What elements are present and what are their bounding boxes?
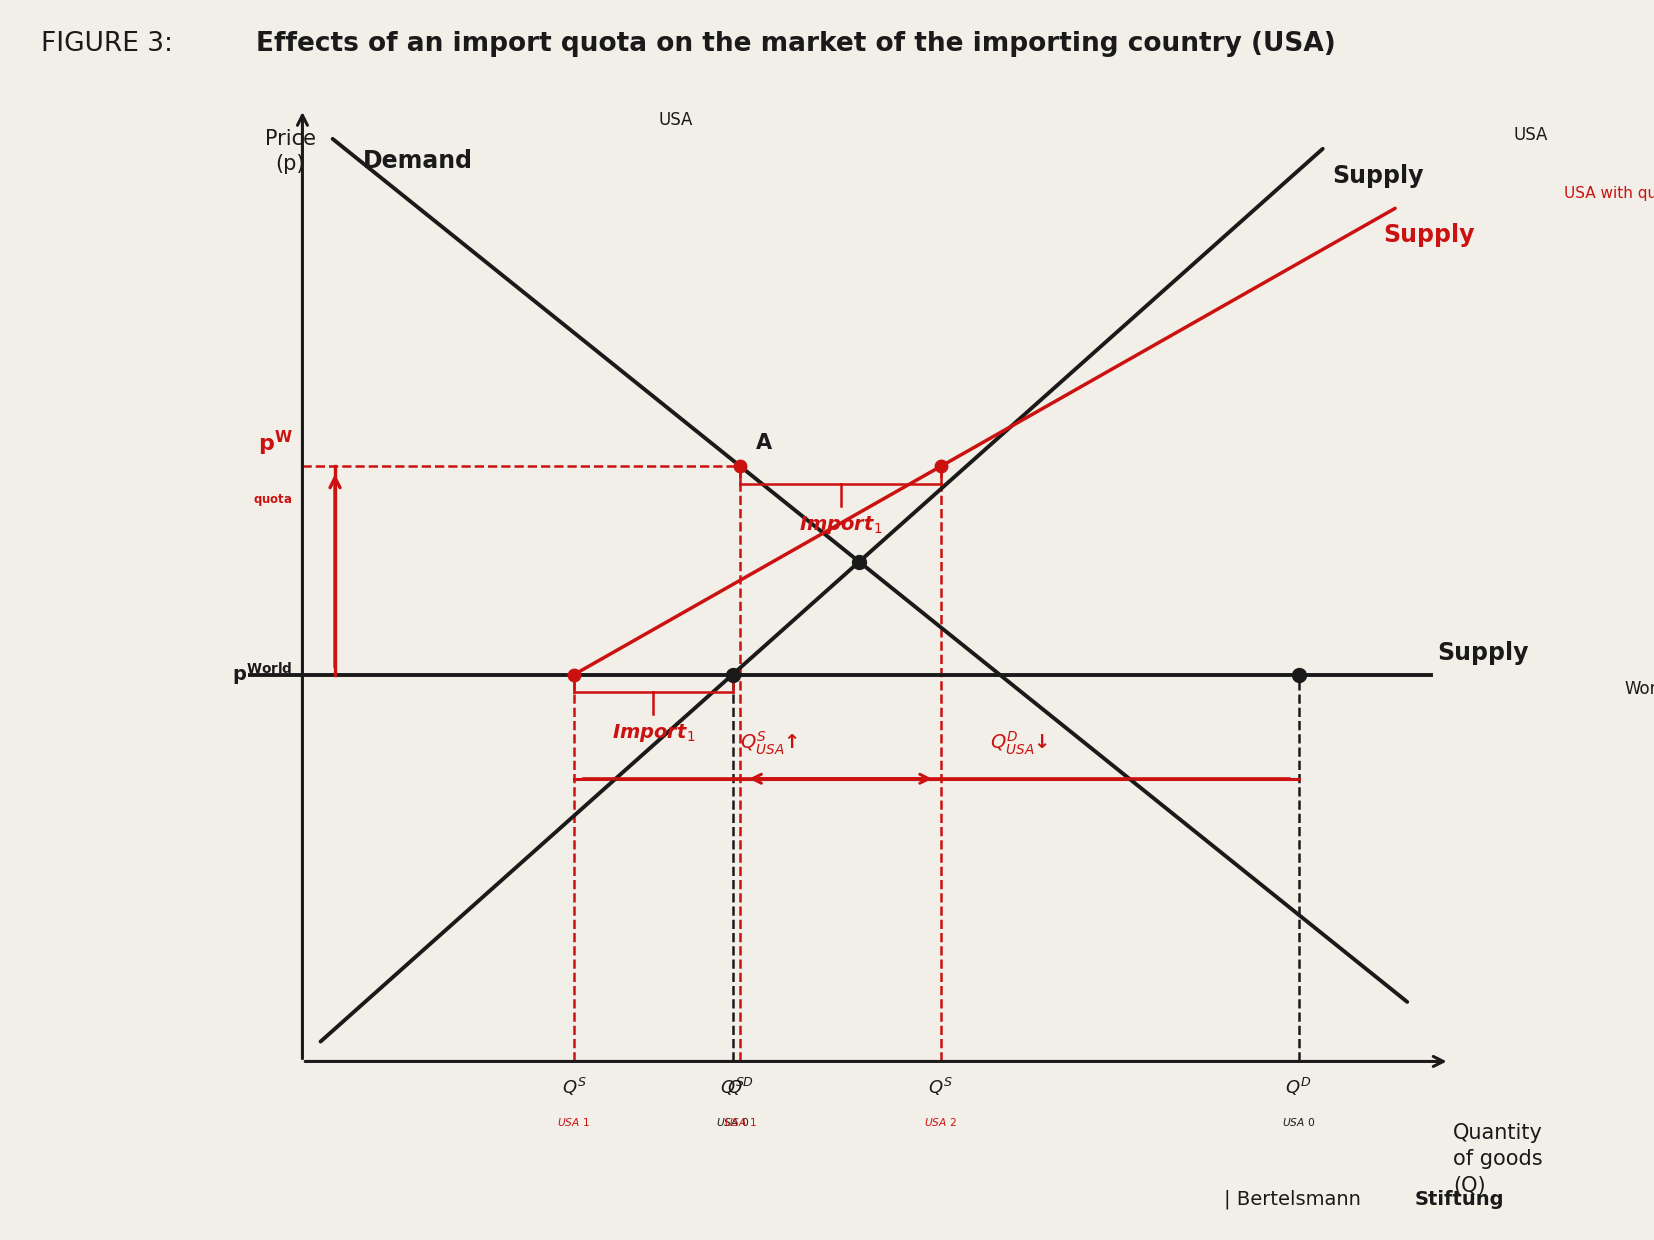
Text: $\mathbf{p^{World}}$: $\mathbf{p^{World}}$ <box>232 661 293 688</box>
Text: $Q^S_{USA}$↑: $Q^S_{USA}$↑ <box>741 729 799 756</box>
Text: Stiftung: Stiftung <box>1414 1190 1503 1209</box>
Text: $_{USA\ 0}$: $_{USA\ 0}$ <box>716 1114 749 1128</box>
Text: $\mathbf{p^W}$: $\mathbf{p^W}$ <box>258 429 293 459</box>
Text: A: A <box>756 433 772 454</box>
Text: $_{USA\ 1}$: $_{USA\ 1}$ <box>723 1114 758 1128</box>
Text: Supply: Supply <box>1333 164 1424 187</box>
Text: $Q^{D}$: $Q^{D}$ <box>728 1076 754 1099</box>
Text: Supply: Supply <box>1437 641 1528 665</box>
Text: $\mathbf{_{quota}}$: $\mathbf{_{quota}}$ <box>253 491 293 510</box>
Text: Supply: Supply <box>1383 223 1475 247</box>
Text: $_{USA\ 2}$: $_{USA\ 2}$ <box>925 1114 958 1128</box>
Text: Import$_1$: Import$_1$ <box>612 722 695 744</box>
Text: Effects of an import quota on the market of the importing country (USA): Effects of an import quota on the market… <box>256 31 1336 57</box>
Text: Demand: Demand <box>362 149 473 172</box>
Text: World: World <box>1624 681 1654 698</box>
Text: Import$_1$: Import$_1$ <box>799 513 882 536</box>
Text: Price
(p): Price (p) <box>265 129 316 174</box>
Text: FIGURE 3:: FIGURE 3: <box>41 31 182 57</box>
Text: | Bertelsmann: | Bertelsmann <box>1224 1189 1361 1209</box>
Text: $Q^{S}$: $Q^{S}$ <box>719 1076 744 1099</box>
Text: $Q^{S}$: $Q^{S}$ <box>928 1076 953 1099</box>
Text: USA: USA <box>1513 126 1548 144</box>
Text: $Q^D_{USA}$↓: $Q^D_{USA}$↓ <box>991 729 1049 756</box>
Text: $Q^{D}$: $Q^{D}$ <box>1285 1076 1312 1099</box>
Text: USA: USA <box>658 112 693 129</box>
Text: USA with quota: USA with quota <box>1565 186 1654 201</box>
Text: $_{USA\ 0}$: $_{USA\ 0}$ <box>1282 1114 1315 1128</box>
Text: Quantity
of goods
(Q): Quantity of goods (Q) <box>1454 1123 1543 1195</box>
Text: $Q^{S}$: $Q^{S}$ <box>562 1076 587 1099</box>
Text: $_{USA\ 1}$: $_{USA\ 1}$ <box>557 1114 590 1128</box>
